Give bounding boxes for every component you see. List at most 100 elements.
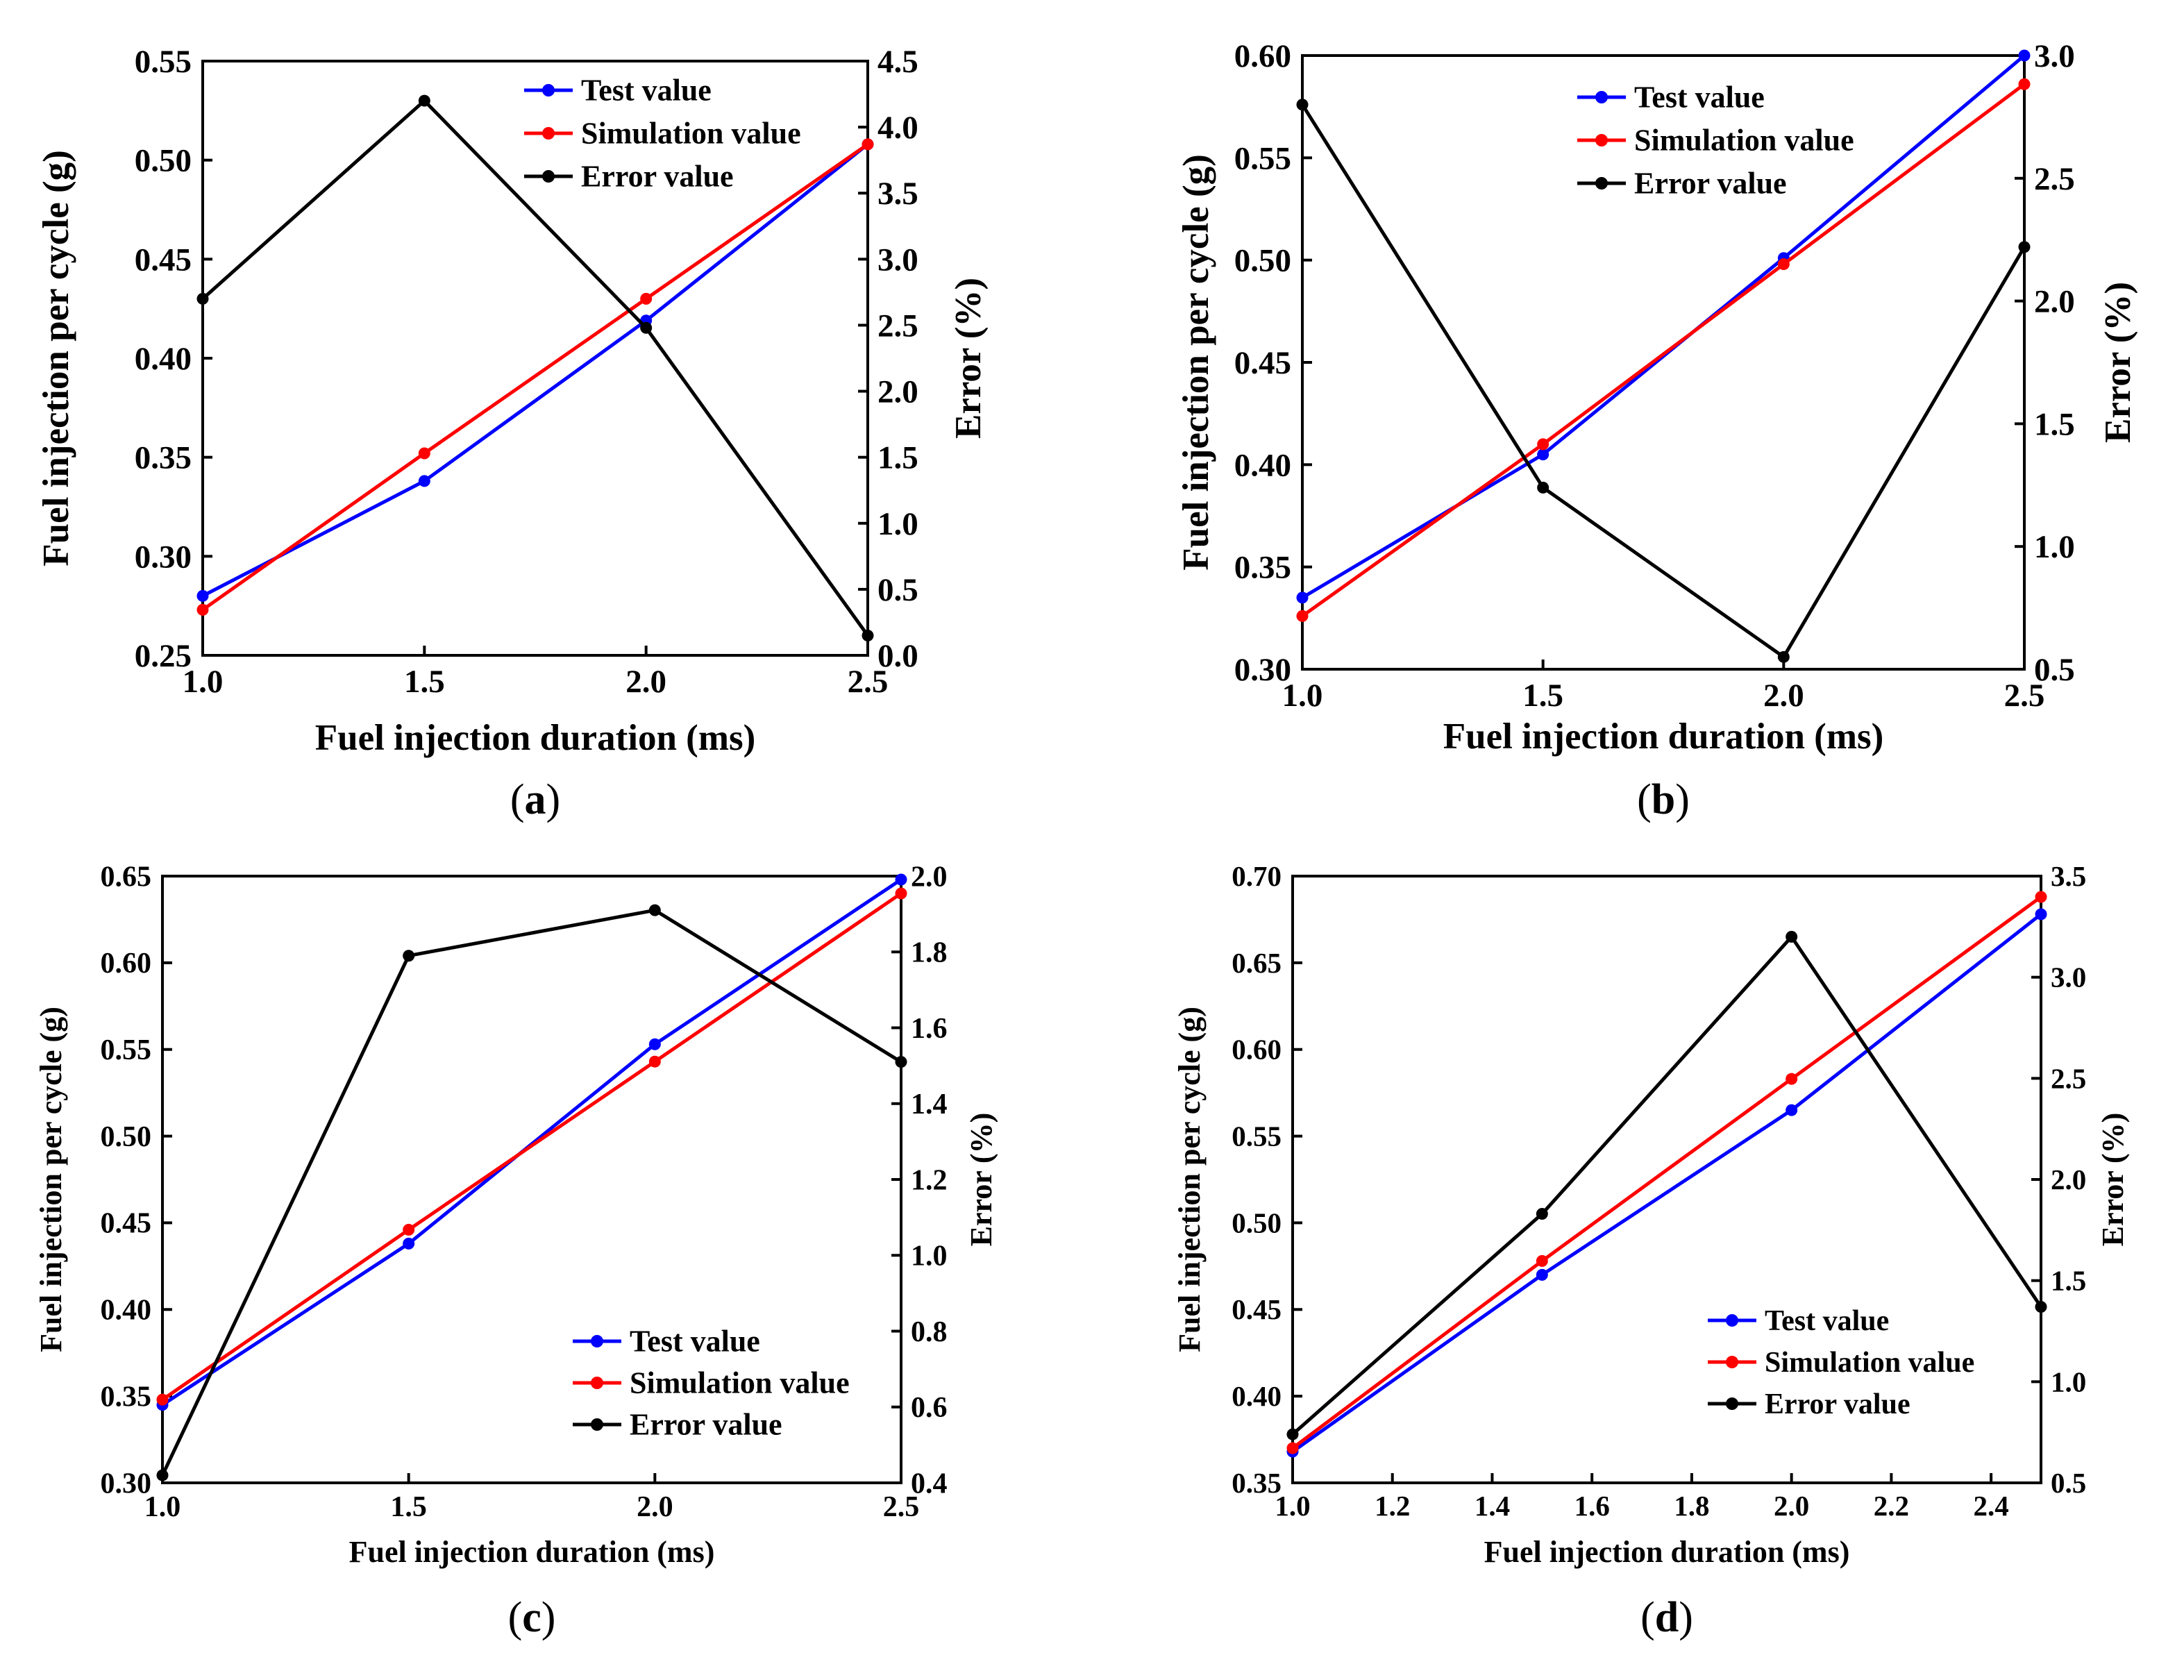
- legend-marker: [1595, 177, 1608, 190]
- x-tick-label: 1.4: [1475, 1490, 1510, 1522]
- data-point-error-value: [895, 1056, 907, 1068]
- y-tick-label: 0.70: [1232, 860, 1282, 892]
- data-point-test-value: [1786, 1104, 1798, 1116]
- legend-marker: [1726, 1397, 1738, 1410]
- data-point-simulation-value: [862, 138, 874, 151]
- data-point-error-value: [403, 950, 415, 962]
- data-point-simulation-value: [2035, 891, 2047, 903]
- x-tick-label: 1.0: [1275, 1490, 1310, 1522]
- y2-tick-label: 0.4: [911, 1468, 948, 1500]
- y-tick-label: 0.35: [1234, 550, 1291, 586]
- data-point-simulation-value: [1296, 610, 1309, 622]
- data-point-error-value: [1537, 481, 1549, 494]
- data-point-test-value: [2035, 908, 2047, 921]
- legend-marker: [1595, 134, 1608, 146]
- y2-tick-label: 1.0: [911, 1241, 948, 1272]
- panel-label-letter: c: [522, 1594, 541, 1641]
- y2-tick-label: 3.5: [2051, 860, 2086, 892]
- y-tick-label: 0.30: [1234, 652, 1291, 688]
- y2-axis-title: Error (%): [948, 278, 989, 439]
- y2-tick-label: 2.5: [877, 308, 918, 344]
- data-point-simulation-value: [895, 887, 907, 900]
- y-tick-label: 0.45: [1234, 345, 1291, 381]
- y2-tick-label: 2.0: [911, 861, 948, 893]
- y-tick-label: 0.50: [101, 1121, 152, 1153]
- panel-label: (a): [510, 776, 560, 823]
- data-point-error-value: [2018, 241, 2031, 253]
- data-point-test-value: [1296, 591, 1309, 604]
- y-tick-label: 0.55: [1232, 1120, 1282, 1152]
- y2-tick-label: 1.4: [911, 1089, 948, 1120]
- data-point-error-value: [1786, 930, 1798, 943]
- chart-panel-d: 1.0 1.2 1.4 1.6 1.8 2.0 2.2 2.40.350.400.450.50…: [1173, 860, 2130, 1641]
- chart-panel-c: 1.0 1.5 2.0 2.50.300.350.400.450.500.550.60…: [34, 861, 998, 1641]
- panel-label: (b): [1637, 776, 1690, 823]
- panel-label-letter: b: [1652, 776, 1675, 823]
- y2-tick-label: 2.0: [2034, 284, 2075, 320]
- panel-label-close: ): [1675, 776, 1690, 823]
- y2-axis-title: Error (%): [2096, 1113, 2130, 1247]
- y2-axis-title: Error (%): [2098, 282, 2138, 443]
- series-line-simulation-value: [161, 891, 902, 1402]
- data-point-test-value: [1536, 1268, 1548, 1281]
- legend-marker: [591, 1377, 603, 1389]
- x-tick-label: 2.0: [625, 664, 666, 700]
- series-line-error-value: [1291, 934, 2043, 1436]
- data-point-error-value: [2035, 1301, 2047, 1313]
- y2-tick-label: 1.5: [2034, 406, 2075, 442]
- legend-marker: [542, 84, 555, 96]
- x-tick-label: 1.8: [1674, 1490, 1709, 1522]
- data-point-simulation-value: [1777, 258, 1790, 271]
- y-axis-title: Fuel injection per cycle (g): [1173, 1007, 1207, 1352]
- y-tick-label: 0.45: [101, 1208, 152, 1240]
- x-axis-title: Fuel injection duration (ms): [1443, 716, 1884, 757]
- y-tick-label: 0.60: [101, 948, 152, 980]
- data-point-simulation-value: [1286, 1442, 1299, 1454]
- data-point-error-value: [156, 1469, 169, 1481]
- legend-marker: [1595, 91, 1608, 103]
- data-point-error-value: [1777, 650, 1790, 663]
- data-point-simulation-value: [1536, 1254, 1548, 1267]
- x-tick-label: 1.6: [1574, 1490, 1610, 1522]
- y-axis-title: Fuel injection per cycle (g): [34, 1007, 68, 1352]
- series-line-simulation-value: [1291, 895, 2042, 1450]
- y-tick-label: 0.40: [1234, 447, 1291, 483]
- y2-tick-label: 3.0: [2034, 38, 2075, 74]
- data-point-error-value: [1286, 1428, 1299, 1440]
- series-line-error-value: [160, 908, 902, 1477]
- y2-tick-label: 2.0: [2051, 1164, 2086, 1195]
- y-tick-label: 0.40: [135, 341, 192, 377]
- data-point-test-value: [196, 589, 209, 602]
- panel-label-open: (: [510, 776, 525, 823]
- legend-label: Test value: [1765, 1305, 1889, 1337]
- y-tick-label: 0.50: [135, 143, 192, 179]
- x-tick-label: 2.0: [1763, 678, 1804, 714]
- y-tick-label: 0.40: [1232, 1380, 1282, 1412]
- y2-tick-label: 3.5: [877, 176, 918, 212]
- legend-label: Error value: [1765, 1388, 1910, 1420]
- x-axis-title: Fuel injection duration (ms): [349, 1535, 715, 1569]
- y-tick-label: 0.45: [1232, 1293, 1282, 1325]
- y-tick-label: 0.55: [1234, 140, 1291, 176]
- y-tick-label: 0.65: [1232, 947, 1282, 979]
- legend-marker: [542, 127, 555, 140]
- y-tick-label: 0.55: [101, 1034, 152, 1066]
- data-point-error-value: [196, 292, 209, 305]
- data-point-error-value: [1296, 99, 1309, 111]
- series-line-error-value: [1300, 103, 2026, 659]
- x-tick-label: 2.2: [1874, 1490, 1909, 1522]
- y2-tick-label: 1.0: [877, 506, 918, 542]
- legend-label: Simulation value: [1765, 1347, 1974, 1379]
- y2-tick-label: 2.5: [2051, 1062, 2086, 1094]
- data-point-simulation-value: [403, 1223, 415, 1236]
- x-tick-label: 1.5: [390, 1491, 427, 1523]
- x-tick-label: 2.5: [883, 1491, 920, 1523]
- legend-label: Simulation value: [630, 1366, 850, 1400]
- y-tick-label: 0.55: [135, 44, 192, 80]
- x-tick-label: 1.0: [144, 1491, 181, 1523]
- data-point-test-value: [418, 475, 430, 487]
- panel-label-open: (: [1637, 776, 1652, 823]
- series-line-error-value: [201, 99, 870, 637]
- data-point-test-value: [648, 1038, 661, 1050]
